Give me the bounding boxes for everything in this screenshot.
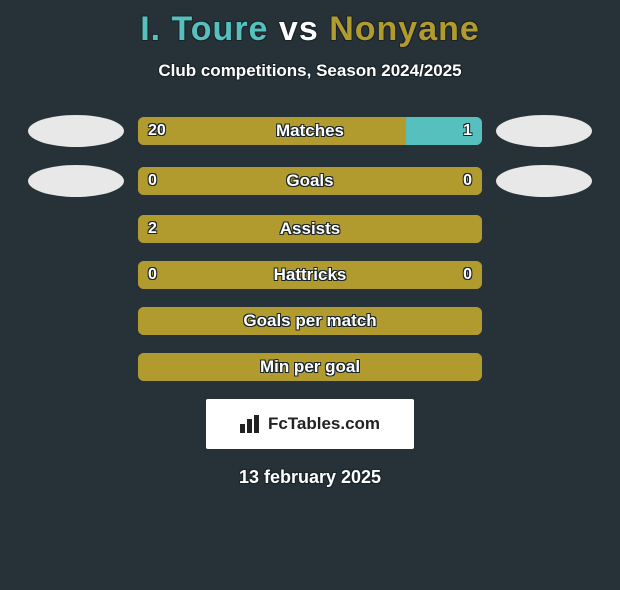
stat-label: Matches bbox=[276, 121, 344, 141]
stat-label: Assists bbox=[280, 219, 340, 239]
player1-avatar bbox=[26, 115, 126, 147]
stat-bar: Goals per match bbox=[138, 307, 482, 335]
player2-name: Nonyane bbox=[329, 10, 480, 48]
stat-row: Min per goal bbox=[10, 353, 610, 381]
stat-row: Goals per match bbox=[10, 307, 610, 335]
stat-value-right: 0 bbox=[463, 172, 472, 190]
player1-avatar bbox=[26, 165, 126, 197]
stat-bar: 0 0 Goals bbox=[138, 167, 482, 195]
player2-avatar bbox=[494, 115, 594, 147]
logo-text: FcTables.com bbox=[268, 414, 380, 434]
stat-row: 2 Assists bbox=[10, 215, 610, 243]
stat-bar: Min per goal bbox=[138, 353, 482, 381]
stat-rows-container: 20 1 Matches 0 0 Goals 2 Assists 0 0 Hattricks Goal… bbox=[0, 115, 620, 381]
stat-row: 0 0 Hattricks bbox=[10, 261, 610, 289]
stat-value-left: 2 bbox=[148, 220, 157, 238]
stat-bar: 2 Assists bbox=[138, 215, 482, 243]
stat-value-right: 1 bbox=[463, 122, 472, 140]
comparison-title: I. Toure vs Nonyane bbox=[0, 10, 620, 49]
stat-value-right: 0 bbox=[463, 266, 472, 284]
stat-label: Goals per match bbox=[243, 311, 376, 331]
stat-row: 0 0 Goals bbox=[10, 165, 610, 197]
fctables-logo: FcTables.com bbox=[206, 399, 414, 449]
bar-fill-left bbox=[138, 117, 406, 145]
bar-chart-icon bbox=[240, 415, 262, 433]
stat-label: Goals bbox=[286, 171, 333, 191]
season-subtitle: Club competitions, Season 2024/2025 bbox=[0, 61, 620, 81]
player1-name: I. Toure bbox=[140, 10, 268, 48]
stat-value-left: 0 bbox=[148, 172, 157, 190]
snapshot-date: 13 february 2025 bbox=[0, 467, 620, 488]
vs-text: vs bbox=[279, 10, 319, 48]
stat-row: 20 1 Matches bbox=[10, 115, 610, 147]
stat-bar: 0 0 Hattricks bbox=[138, 261, 482, 289]
stat-label: Min per goal bbox=[260, 357, 360, 377]
stat-bar: 20 1 Matches bbox=[138, 117, 482, 145]
stat-value-left: 20 bbox=[148, 122, 166, 140]
player2-avatar bbox=[494, 165, 594, 197]
stat-label: Hattricks bbox=[274, 265, 347, 285]
stat-value-left: 0 bbox=[148, 266, 157, 284]
